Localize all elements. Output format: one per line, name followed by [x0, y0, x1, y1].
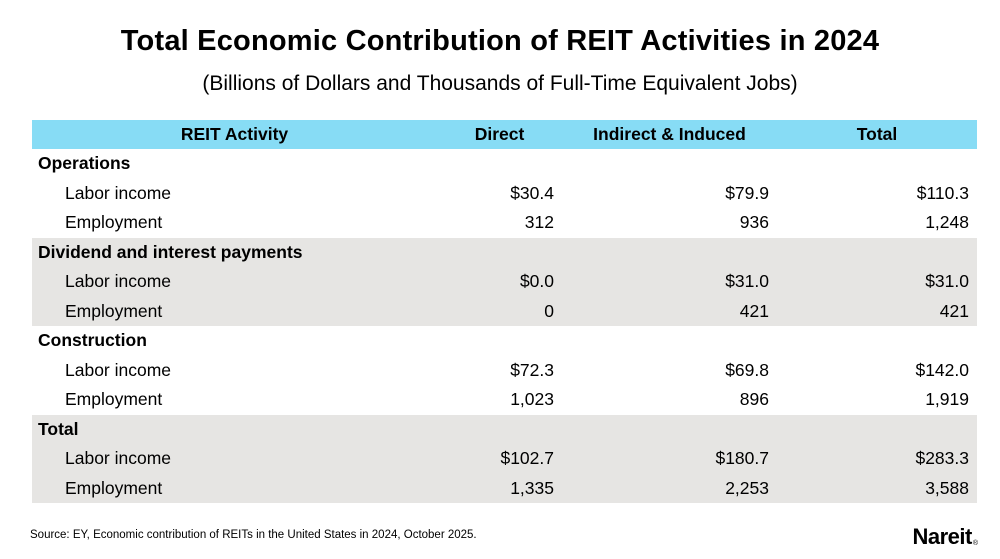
table-header-row: REIT Activity Direct Indirect & Induced …	[32, 120, 977, 149]
column-header-indirect-induced: Indirect & Induced	[562, 120, 777, 149]
cell-total: 421	[777, 296, 977, 326]
cell-total: $283.3	[777, 444, 977, 474]
cell-direct: $0.0	[437, 267, 562, 297]
column-header-total: Total	[777, 120, 977, 149]
section-row-operations: Operations	[32, 149, 977, 179]
row-label: Employment	[32, 473, 437, 503]
cell-total: $110.3	[916, 182, 969, 203]
cell-total: 1,919	[925, 389, 969, 410]
row-label: Employment	[65, 212, 163, 233]
section-label: Operations	[38, 153, 131, 174]
row-label: Employment	[32, 296, 437, 326]
registered-trademark-icon: ®	[972, 540, 978, 547]
section-row-dividend-interest: Dividend and interest payments	[32, 237, 977, 267]
cell-total: $142.0	[915, 359, 969, 380]
cell-direct: $72.3	[510, 359, 554, 380]
source-note: Source: EY, Economic contribution of REI…	[30, 529, 477, 541]
cell-direct: $102.7	[437, 444, 562, 474]
cell-indirect-induced: 896	[739, 389, 769, 410]
section-row-construction: Construction	[32, 326, 977, 356]
table-row: Labor income $30.4 $79.9 $110.3	[32, 179, 977, 209]
cell-indirect-induced: $69.8	[725, 359, 769, 380]
reit-contribution-table: REIT Activity Direct Indirect & Induced …	[32, 120, 977, 503]
row-label: Labor income	[65, 359, 172, 380]
cell-direct: 1,335	[437, 473, 562, 503]
row-label: Labor income	[32, 267, 437, 297]
cell-indirect-induced: $31.0	[562, 267, 777, 297]
table-row: Labor income $72.3 $69.8 $142.0	[32, 356, 977, 386]
table-row: Employment 312 936 1,248	[32, 208, 977, 238]
section-label: Total	[32, 414, 977, 444]
table-row: Labor income $102.7 $180.7 $283.3	[32, 444, 977, 474]
row-label: Labor income	[32, 444, 437, 474]
nareit-logo: Nareit®	[912, 524, 978, 550]
cell-direct: 1,023	[510, 389, 554, 410]
cell-indirect-induced: $180.7	[562, 444, 777, 474]
cell-total: 3,588	[777, 473, 977, 503]
cell-indirect-induced: $79.9	[725, 182, 769, 203]
table-row: Employment 0 421 421	[32, 296, 977, 326]
table-row: Employment 1,023 896 1,919	[32, 385, 977, 415]
cell-direct: 0	[437, 296, 562, 326]
cell-direct: 312	[524, 212, 554, 233]
cell-direct: $30.4	[510, 182, 554, 203]
section-label: Construction	[38, 330, 147, 351]
table-row: Labor income $0.0 $31.0 $31.0	[32, 267, 977, 297]
column-header-reit-activity: REIT Activity	[32, 120, 437, 149]
section-row-total: Total	[32, 414, 977, 444]
nareit-wordmark: Nareit	[912, 524, 972, 549]
page-title: Total Economic Contribution of REIT Acti…	[120, 25, 880, 57]
cell-total: 1,248	[925, 212, 969, 233]
cell-indirect-induced: 936	[739, 212, 769, 233]
row-label: Labor income	[65, 182, 172, 203]
page-subtitle: (Billions of Dollars and Thousands of Fu…	[202, 72, 798, 95]
cell-indirect-induced: 421	[562, 296, 777, 326]
cell-total: $31.0	[777, 267, 977, 297]
column-header-direct: Direct	[437, 120, 562, 149]
row-label: Employment	[65, 389, 163, 410]
cell-indirect-induced: 2,253	[562, 473, 777, 503]
table-row: Employment 1,335 2,253 3,588	[32, 473, 977, 503]
section-label: Dividend and interest payments	[32, 237, 977, 267]
